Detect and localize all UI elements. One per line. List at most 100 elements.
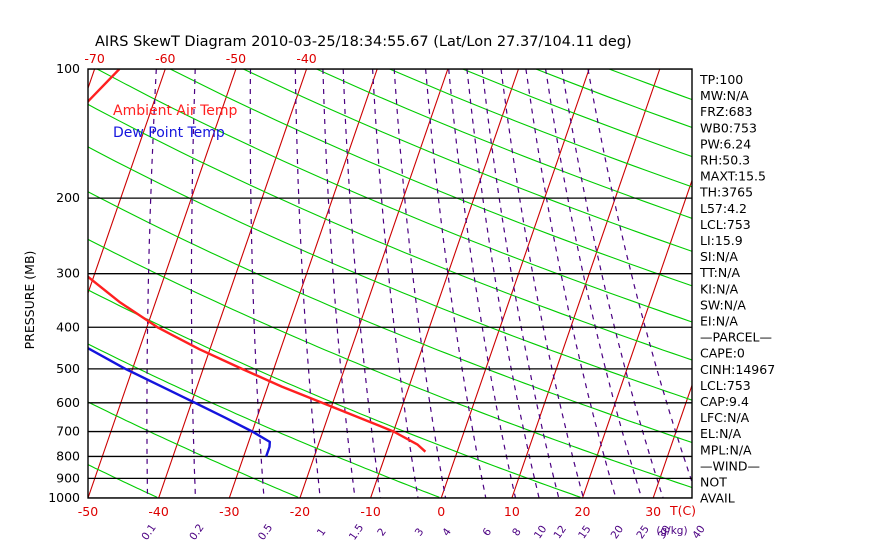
isotherm-line: [88, 69, 96, 90]
param-item: EI:N/A: [700, 314, 738, 329]
param-item: LCL:753: [700, 378, 751, 393]
bottom-temp-tick: 20: [575, 504, 591, 519]
mixing-ratio-line: [372, 69, 419, 498]
param-item: —WIND—: [700, 458, 760, 473]
isotherm-line: [865, 69, 870, 498]
dry-adiabat-line: [88, 238, 692, 489]
legend-dewpoint: Dew Point Temp: [113, 125, 225, 141]
mixing-ratio-tick: 1.5: [347, 522, 366, 543]
pressure-tick: 1000: [48, 490, 80, 505]
dry-adiabat-line: [0, 394, 16, 497]
mixing-ratio-line: [561, 69, 664, 498]
isotherm-line: [794, 69, 870, 498]
dry-adiabat-line: [243, 69, 692, 252]
param-item: LFC:N/A: [700, 410, 750, 425]
top-temp-tick: -50: [226, 51, 246, 66]
param-item: MPL:N/A: [700, 442, 752, 457]
param-item: CAPE:0: [700, 346, 745, 361]
pressure-tick: 800: [56, 448, 80, 463]
param-item: L57:4.2: [700, 201, 747, 216]
param-item: RH:50.3: [700, 153, 750, 168]
dry-adiabat-line: [88, 289, 581, 498]
plot-frame: [87, 68, 693, 499]
mixing-ratio-tick: 3: [413, 526, 427, 538]
pressure-tick: 400: [56, 319, 80, 334]
dry-adiabat-line: [169, 69, 692, 287]
mixing-ratio-line: [525, 69, 617, 498]
dry-adiabat-line: [88, 191, 692, 444]
mixing-ratio-line: [587, 69, 692, 484]
mixing-ratio-tick: 1: [315, 526, 329, 538]
mixing-ratio-line: [342, 69, 382, 498]
isotherm-line: [88, 69, 166, 295]
mixing-ratio-line: [294, 69, 321, 498]
mixing-ratio-tick: 20: [609, 523, 627, 541]
param-item: NOT: [700, 475, 727, 490]
mixing-ratio-line: [466, 69, 540, 498]
chart-title: AIRS SkewT Diagram 2010-03-25/18:34:55.6…: [95, 34, 632, 50]
mixing-ratio-line: [448, 69, 517, 498]
mixing-ratio-tick: 2: [375, 526, 389, 538]
dry-adiabat-line: [462, 69, 692, 158]
bottom-temp-tick: -30: [219, 504, 239, 519]
top-temp-tick: -40: [296, 51, 316, 66]
dry-adiabat-line: [608, 69, 692, 101]
param-item: TH:3765: [699, 185, 753, 200]
dry-adiabat-line: [316, 69, 692, 219]
isotherm-line: [652, 383, 692, 498]
bottom-temp-tick: -50: [78, 504, 98, 519]
top-temp-tick: -70: [84, 51, 104, 66]
isotherm-line: [0, 69, 24, 498]
param-item: MW:N/A: [700, 88, 749, 103]
mixing-ratio-line: [481, 69, 560, 498]
grid-layer: [0, 69, 870, 498]
mixing-ratio-tick: 40: [690, 523, 708, 541]
mixing-ratio-tick: 10: [532, 523, 550, 541]
param-item: CINH:14967: [700, 362, 775, 377]
dry-adiabat-line: [535, 69, 692, 129]
mixing-ratio-tick: 25: [634, 523, 652, 541]
mixing-ratio-tick: 0.5: [256, 522, 275, 543]
pressure-tick: 300: [56, 266, 80, 281]
mixing-ratio-line: [545, 69, 643, 498]
pressure-tick: 100: [56, 61, 80, 76]
dry-adiabat-line: [88, 464, 158, 498]
param-item: EL:N/A: [700, 426, 742, 441]
mixing-ratio-line: [190, 69, 197, 498]
pressure-axis-label: PRESSURE (MB): [22, 251, 37, 350]
param-item: TT:N/A: [699, 265, 740, 280]
mixratio-axis-label: (g/kg): [656, 525, 687, 537]
mixing-ratio-line: [322, 69, 356, 498]
ambient-temp-profile: [88, 69, 427, 453]
legend-ambient: Ambient Air Temp: [113, 103, 238, 119]
isotherm-line: [370, 69, 520, 498]
param-item: KI:N/A: [700, 281, 739, 296]
param-item: LCL:753: [700, 217, 751, 232]
pressure-tick: 700: [56, 424, 80, 439]
isotherm-line: [88, 69, 237, 498]
mixing-ratio-line: [425, 69, 487, 498]
mixing-ratio-tick: 8: [510, 526, 524, 538]
param-item: CAP:9.4: [700, 394, 749, 409]
dry-adiabat-line: [88, 146, 692, 401]
mixing-ratio-line: [393, 69, 447, 498]
param-item: MAXT:15.5: [700, 169, 766, 184]
mixing-ratio-line: [249, 69, 265, 498]
isotherm-line: [511, 69, 661, 498]
top-temp-tick: -60: [155, 51, 175, 66]
dry-adiabat-line: [88, 103, 692, 361]
mixing-ratio-tick: 4: [440, 526, 454, 539]
param-item: TP:100: [699, 72, 743, 87]
mixing-ratio-tick: 0.2: [187, 522, 206, 543]
dry-adiabat-line: [88, 401, 299, 498]
dry-adiabat-line: [389, 69, 692, 188]
bottom-temp-tick: -20: [290, 504, 310, 519]
dry-adiabat-line: [96, 69, 692, 323]
bottom-temp-tick: -10: [360, 504, 380, 519]
mixing-ratio-tick: 6: [481, 526, 495, 539]
isotherm-line: [581, 178, 692, 498]
param-item: SW:N/A: [700, 297, 746, 312]
dewpoint-temp-profile: [88, 346, 271, 457]
